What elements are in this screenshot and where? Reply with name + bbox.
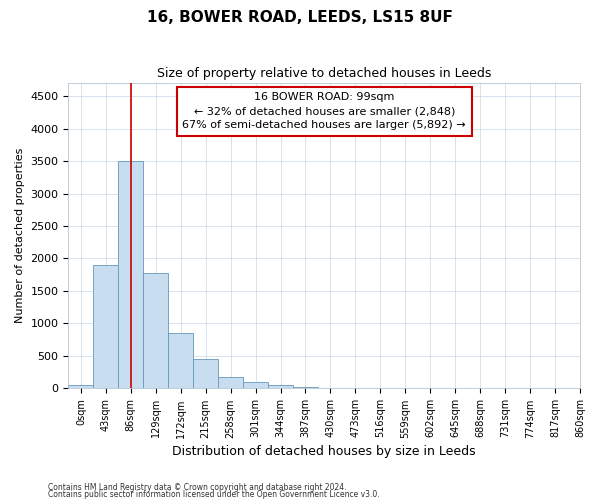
- Bar: [118, 161, 143, 388]
- Bar: [268, 385, 293, 388]
- Text: Contains HM Land Registry data © Crown copyright and database right 2024.: Contains HM Land Registry data © Crown c…: [48, 484, 347, 492]
- Bar: [168, 333, 193, 388]
- Bar: [193, 359, 218, 388]
- Title: Size of property relative to detached houses in Leeds: Size of property relative to detached ho…: [157, 68, 491, 80]
- Bar: [94, 265, 118, 388]
- Bar: [243, 382, 268, 388]
- Bar: [218, 377, 243, 388]
- Y-axis label: Number of detached properties: Number of detached properties: [15, 148, 25, 324]
- Bar: [68, 385, 94, 388]
- Text: Contains public sector information licensed under the Open Government Licence v3: Contains public sector information licen…: [48, 490, 380, 499]
- X-axis label: Distribution of detached houses by size in Leeds: Distribution of detached houses by size …: [172, 444, 476, 458]
- Text: 16, BOWER ROAD, LEEDS, LS15 8UF: 16, BOWER ROAD, LEEDS, LS15 8UF: [147, 10, 453, 25]
- Bar: [293, 386, 318, 388]
- Text: 16 BOWER ROAD: 99sqm
← 32% of detached houses are smaller (2,848)
67% of semi-de: 16 BOWER ROAD: 99sqm ← 32% of detached h…: [182, 92, 466, 130]
- Bar: [143, 273, 168, 388]
